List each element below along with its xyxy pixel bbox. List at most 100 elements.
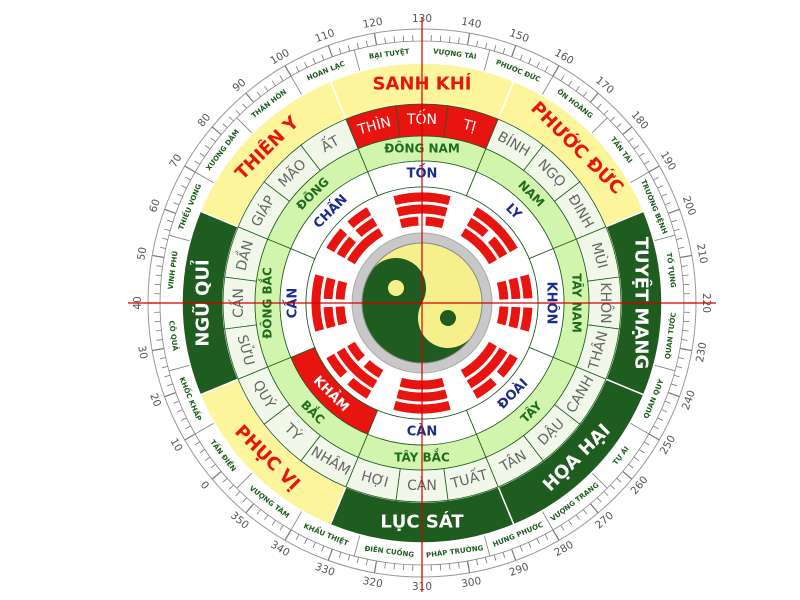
degree-tick	[356, 557, 360, 564]
degree-tick	[245, 92, 255, 103]
degree-tick	[166, 219, 173, 223]
degree-tick	[384, 37, 386, 44]
degree-tick	[312, 58, 316, 64]
degree-tick	[173, 202, 180, 206]
degree-tick	[393, 36, 396, 43]
degree-tick	[648, 433, 660, 441]
degree-tick	[664, 400, 671, 404]
degree-tick	[643, 160, 650, 165]
degree-tick	[159, 357, 166, 360]
degree-tick	[211, 470, 222, 480]
degree-tick	[177, 409, 183, 413]
degree-tick	[568, 80, 573, 87]
mountain-label: HỢI	[359, 468, 390, 491]
degree-tick	[633, 145, 640, 150]
degree-tick	[279, 75, 284, 82]
degree-tick	[166, 383, 173, 387]
degree-tick	[678, 246, 685, 249]
degree-tick	[638, 152, 645, 157]
degree-tick	[228, 116, 234, 122]
degree-label: 30	[135, 345, 149, 360]
degree-tick	[519, 545, 523, 552]
degree-tick	[321, 545, 325, 552]
degree-tick	[304, 538, 308, 545]
degree-tick	[502, 552, 506, 559]
degree-label: 10	[168, 436, 185, 454]
degree-tick	[476, 559, 479, 566]
degree-tick	[643, 441, 650, 446]
degree-tick	[384, 562, 386, 569]
degree-tick	[536, 61, 540, 68]
degree-label: 140	[460, 16, 482, 31]
degree-tick	[582, 91, 588, 97]
degree-tick	[152, 254, 165, 259]
degree-tick	[678, 357, 685, 360]
degree-tick	[235, 491, 241, 497]
degree-tick	[204, 456, 211, 461]
degree-tick	[356, 42, 360, 49]
degree-label: 60	[147, 198, 163, 215]
trigram-bar	[335, 306, 348, 326]
trigram-bar	[508, 277, 521, 300]
degree-tick	[681, 265, 688, 267]
trigram-bar	[460, 228, 497, 265]
degree-tick	[155, 329, 162, 332]
degree-tick	[528, 542, 532, 548]
degree-tick	[519, 54, 523, 61]
trigram-bar	[496, 353, 518, 378]
degree-tick	[657, 417, 664, 421]
degree-tick	[679, 254, 692, 259]
degree-label: 300	[460, 575, 482, 590]
degree-tick	[667, 208, 680, 214]
degree-tick	[544, 66, 549, 72]
degree-tick	[673, 374, 680, 378]
degree-tick	[628, 137, 634, 143]
degree-tick	[597, 103, 602, 109]
trigram-bar	[347, 228, 384, 265]
degree-tick	[622, 470, 633, 480]
degree-tick	[365, 559, 368, 566]
degree-tick	[194, 160, 201, 165]
degree-tick	[493, 45, 497, 52]
degree-tick	[159, 246, 166, 249]
degree-tick	[152, 347, 165, 352]
trigram-bar	[472, 207, 518, 253]
degree-tick	[164, 228, 171, 232]
degree-tick	[242, 497, 247, 503]
degree-tick	[682, 329, 689, 332]
degree-tick	[155, 274, 162, 277]
degree-tick	[199, 152, 206, 157]
degree-tick	[264, 85, 269, 92]
degree-tick	[228, 484, 234, 490]
degree-tick	[295, 534, 300, 540]
degree-tick	[633, 456, 640, 461]
degree-tick	[222, 123, 228, 128]
degree-label: 20	[147, 392, 163, 409]
degree-tick	[679, 347, 692, 352]
degree-tick	[622, 126, 633, 136]
degree-tick	[180, 417, 187, 421]
degree-tick	[603, 109, 609, 115]
degree-tick	[327, 548, 333, 561]
degree-tick	[466, 33, 471, 46]
degree-tick	[458, 37, 460, 44]
degree-tick	[582, 509, 588, 515]
trigram-bar	[326, 228, 348, 253]
degree-tick	[466, 560, 471, 573]
degree-tick	[284, 529, 292, 541]
degree-tick	[511, 45, 517, 58]
degree-tick	[616, 478, 622, 483]
degree-tick	[245, 503, 255, 514]
trigram-bar	[399, 216, 419, 229]
trigram-bar	[355, 217, 378, 238]
degree-label: 230	[694, 341, 709, 363]
trigram-bar	[472, 377, 497, 399]
trigram-bar	[508, 306, 521, 329]
trigram-bar	[460, 341, 497, 378]
degree-tick	[552, 65, 560, 77]
degree-tick	[589, 503, 599, 514]
degree-label: 50	[135, 246, 149, 261]
degree-tick	[271, 80, 276, 87]
